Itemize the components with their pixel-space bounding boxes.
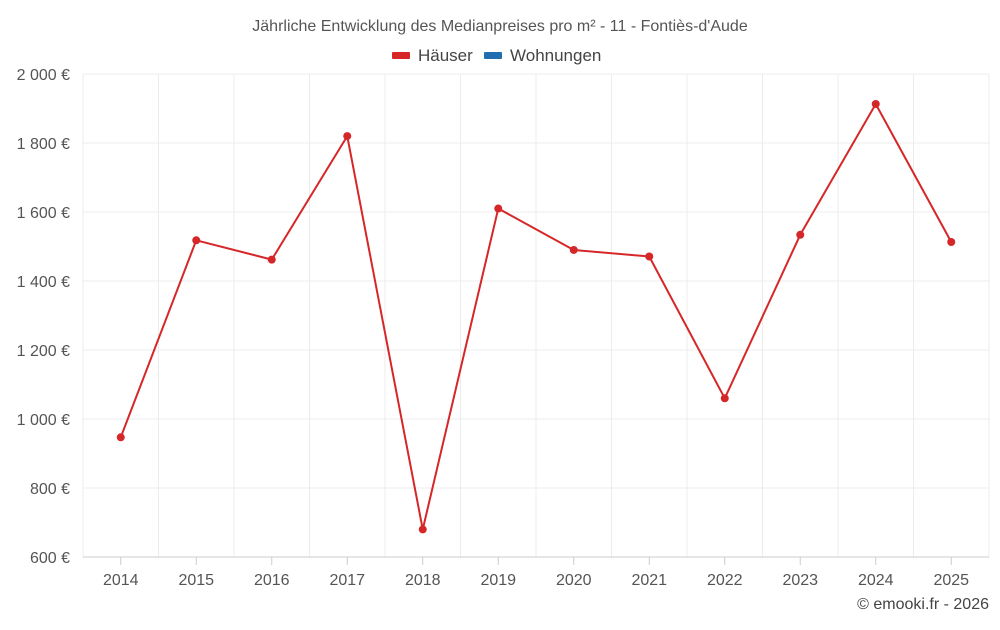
x-axis: 2014 2015 2016 2017 2018 2019 2020 2021 2022 2023… <box>83 556 989 589</box>
legend-item-haeuser[interactable]: Häuser <box>392 46 473 65</box>
data-point[interactable] <box>192 236 201 245</box>
data-point[interactable] <box>418 525 427 534</box>
legend-item-wohnungen[interactable]: Wohnungen <box>484 46 601 65</box>
credit-text: © emooki.fr - 2026 <box>857 596 989 613</box>
y-tick-label: 600 € <box>30 550 70 567</box>
x-tick-label: 2020 <box>556 572 592 589</box>
x-tick-label: 2025 <box>933 572 969 589</box>
series-line <box>119 103 953 531</box>
x-tick-label: 2016 <box>254 572 290 589</box>
y-tick-label: 1 600 € <box>17 205 70 222</box>
series-haeuser <box>116 100 956 534</box>
legend-swatch-haeuser <box>392 52 410 59</box>
x-tick-label: 2017 <box>329 572 365 589</box>
x-tick-label: 2015 <box>178 572 214 589</box>
chart-title: Jährliche Entwicklung des Medianpreises … <box>252 18 748 35</box>
x-tick-label: 2014 <box>103 572 139 589</box>
data-point[interactable] <box>720 394 729 403</box>
y-axis: 600 € 800 € 1 000 € 1 200 € 1 400 € 1 600 € 1 … <box>17 67 70 567</box>
grid <box>82 73 990 557</box>
legend-label-wohnungen: Wohnungen <box>510 46 601 65</box>
y-tick-label: 1 400 € <box>17 274 70 291</box>
x-tick-label: 2021 <box>631 572 667 589</box>
y-tick-label: 1 800 € <box>17 136 70 153</box>
data-point[interactable] <box>569 245 578 254</box>
legend: Häuser Wohnungen <box>392 46 601 65</box>
y-tick-label: 1 200 € <box>17 343 70 360</box>
data-point[interactable] <box>947 238 956 247</box>
data-point[interactable] <box>343 132 352 141</box>
data-point[interactable] <box>116 433 125 442</box>
x-tick-label: 2024 <box>858 572 894 589</box>
legend-label-haeuser: Häuser <box>418 46 473 65</box>
legend-swatch-wohnungen <box>484 52 502 59</box>
data-point[interactable] <box>796 230 805 239</box>
y-tick-label: 2 000 € <box>17 67 70 84</box>
y-tick-label: 1 000 € <box>17 412 70 429</box>
y-tick-label: 800 € <box>30 481 70 498</box>
x-tick-label: 2023 <box>782 572 818 589</box>
data-point[interactable] <box>871 100 880 109</box>
data-point[interactable] <box>494 204 503 213</box>
data-point[interactable] <box>267 255 276 264</box>
x-tick-label: 2019 <box>480 572 516 589</box>
x-tick-label: 2018 <box>405 572 441 589</box>
data-point[interactable] <box>645 252 654 261</box>
x-tick-label: 2022 <box>707 572 743 589</box>
